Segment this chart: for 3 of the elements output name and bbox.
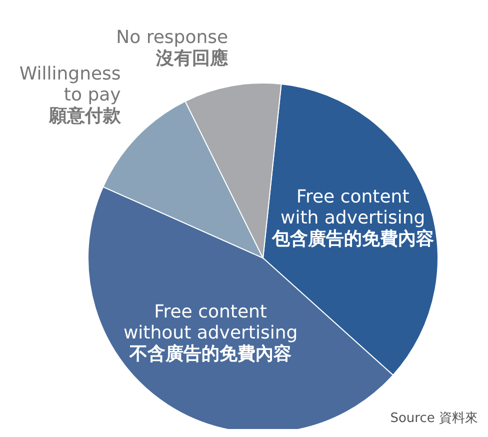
slice-label: Free content without advertising 不含廣告的免費內容: [123, 302, 298, 365]
source-note: Source 資料來: [390, 410, 478, 427]
slice-label: Free content with advertising 包含廣告的免費內容: [270, 186, 434, 250]
